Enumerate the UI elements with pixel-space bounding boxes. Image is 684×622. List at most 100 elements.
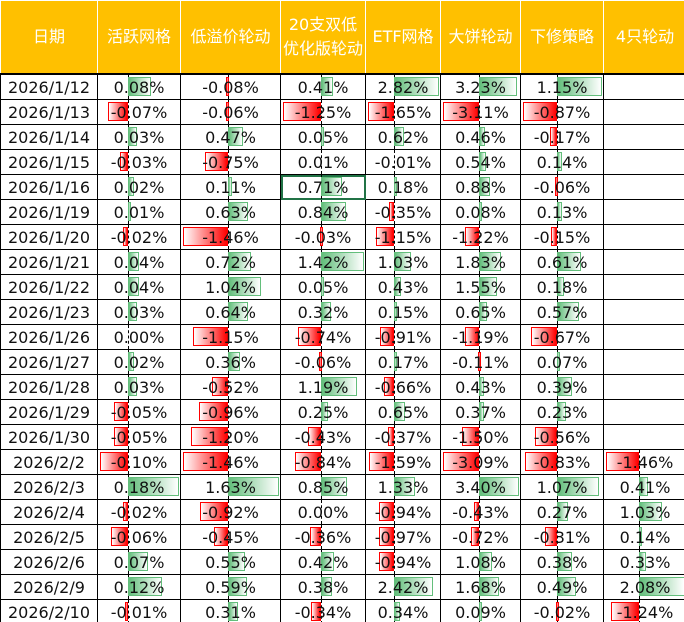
value-cell[interactable]: -0.06% xyxy=(520,174,604,200)
date-cell[interactable]: 2026/1/20 xyxy=(0,224,98,250)
value-cell[interactable]: -1.22% xyxy=(440,224,521,250)
value-cell[interactable]: 1.68% xyxy=(440,574,521,600)
value-cell[interactable]: 0.15% xyxy=(365,299,441,325)
value-cell[interactable]: -1.24% xyxy=(603,599,684,622)
header-etf-grid[interactable]: ETF网格 xyxy=(365,0,441,75)
date-cell[interactable]: 2026/1/28 xyxy=(0,374,98,400)
value-cell[interactable]: 0.85% xyxy=(280,474,366,500)
value-cell[interactable]: -0.36% xyxy=(280,524,366,550)
value-cell[interactable]: 0.11% xyxy=(180,174,281,200)
value-cell[interactable]: 1.15% xyxy=(520,73,604,100)
date-cell[interactable]: 2026/1/13 xyxy=(0,99,98,125)
value-cell[interactable]: -1.46% xyxy=(180,449,281,475)
value-cell[interactable]: -0.52% xyxy=(180,374,281,400)
value-cell[interactable]: 1.07% xyxy=(520,474,604,500)
value-cell[interactable]: -0.06% xyxy=(97,524,181,550)
value-cell[interactable]: -1.15% xyxy=(365,224,441,250)
value-cell[interactable]: -0.31% xyxy=(520,524,604,550)
value-cell[interactable]: 0.54% xyxy=(440,149,521,175)
value-cell[interactable]: 0.14% xyxy=(603,524,684,550)
value-cell[interactable]: -0.87% xyxy=(520,99,604,125)
value-cell[interactable]: 0.18% xyxy=(520,274,604,300)
value-cell[interactable]: -0.08% xyxy=(180,73,281,100)
value-cell[interactable]: 0.38% xyxy=(280,574,366,600)
value-cell[interactable]: 0.46% xyxy=(440,124,521,150)
value-cell[interactable]: -0.02% xyxy=(97,224,181,250)
value-cell[interactable]: -1.50% xyxy=(440,424,521,450)
header-btc-rotation[interactable]: 大饼轮动 xyxy=(440,0,521,75)
value-cell[interactable]: -1.19% xyxy=(440,324,521,350)
date-cell[interactable]: 2026/2/5 xyxy=(0,524,98,550)
value-cell[interactable]: 0.36% xyxy=(180,349,281,375)
value-cell[interactable]: 2.82% xyxy=(365,73,441,100)
value-cell[interactable]: -0.17% xyxy=(520,124,604,150)
value-cell[interactable]: 0.04% xyxy=(97,249,181,275)
value-cell[interactable]: -0.34% xyxy=(280,599,366,622)
header-date[interactable]: 日期 xyxy=(0,0,98,75)
value-cell[interactable]: 0.14% xyxy=(520,149,604,175)
value-cell[interactable] xyxy=(603,249,684,275)
value-cell[interactable]: 3.40% xyxy=(440,474,521,500)
value-cell[interactable]: 0.43% xyxy=(365,274,441,300)
value-cell[interactable]: -1.46% xyxy=(180,224,281,250)
date-cell[interactable]: 2026/1/27 xyxy=(0,349,98,375)
value-cell[interactable] xyxy=(603,124,684,150)
value-cell[interactable]: -0.74% xyxy=(280,324,366,350)
value-cell[interactable]: 0.03% xyxy=(97,374,181,400)
value-cell[interactable]: 2.42% xyxy=(365,574,441,600)
value-cell[interactable]: 1.33% xyxy=(365,474,441,500)
value-cell[interactable]: 0.57% xyxy=(520,299,604,325)
value-cell[interactable]: -0.75% xyxy=(180,149,281,175)
value-cell[interactable]: 0.31% xyxy=(180,599,281,622)
value-cell[interactable]: 0.71% xyxy=(280,174,366,200)
header-revision-strategy[interactable]: 下修策略 xyxy=(520,0,604,75)
value-cell[interactable]: 0.55% xyxy=(180,549,281,575)
value-cell[interactable] xyxy=(603,224,684,250)
value-cell[interactable]: -1.15% xyxy=(180,324,281,350)
value-cell[interactable] xyxy=(603,149,684,175)
value-cell[interactable]: 0.23% xyxy=(520,399,604,425)
value-cell[interactable]: -0.94% xyxy=(365,549,441,575)
value-cell[interactable]: 0.84% xyxy=(280,199,366,225)
value-cell[interactable]: 0.47% xyxy=(180,124,281,150)
value-cell[interactable] xyxy=(603,174,684,200)
value-cell[interactable]: 2.08% xyxy=(603,574,684,600)
value-cell[interactable] xyxy=(603,199,684,225)
value-cell[interactable]: 0.02% xyxy=(97,174,181,200)
value-cell[interactable]: 0.07% xyxy=(520,349,604,375)
value-cell[interactable]: 0.01% xyxy=(97,199,181,225)
value-cell[interactable]: 0.00% xyxy=(280,499,366,525)
value-cell[interactable]: 0.34% xyxy=(365,599,441,622)
value-cell[interactable]: 1.08% xyxy=(440,549,521,575)
value-cell[interactable]: 1.19% xyxy=(280,374,366,400)
value-cell[interactable]: 0.38% xyxy=(520,549,604,575)
value-cell[interactable]: -0.02% xyxy=(520,599,604,622)
value-cell[interactable]: -0.03% xyxy=(97,149,181,175)
date-cell[interactable]: 2026/2/9 xyxy=(0,574,98,600)
value-cell[interactable]: 0.49% xyxy=(520,574,604,600)
value-cell[interactable]: 0.05% xyxy=(280,274,366,300)
value-cell[interactable] xyxy=(603,424,684,450)
value-cell[interactable]: 0.61% xyxy=(520,249,604,275)
value-cell[interactable]: 0.25% xyxy=(280,399,366,425)
value-cell[interactable] xyxy=(603,99,684,125)
value-cell[interactable]: 0.41% xyxy=(603,474,684,500)
value-cell[interactable]: -0.06% xyxy=(180,99,281,125)
value-cell[interactable]: 0.18% xyxy=(97,474,181,500)
value-cell[interactable]: -0.10% xyxy=(97,449,181,475)
value-cell[interactable]: -1.20% xyxy=(180,424,281,450)
value-cell[interactable]: 0.08% xyxy=(97,73,181,100)
date-cell[interactable]: 2026/1/19 xyxy=(0,199,98,225)
date-cell[interactable]: 2026/1/29 xyxy=(0,399,98,425)
value-cell[interactable] xyxy=(603,73,684,100)
value-cell[interactable]: 0.12% xyxy=(97,574,181,600)
value-cell[interactable] xyxy=(603,399,684,425)
value-cell[interactable]: -0.72% xyxy=(440,524,521,550)
value-cell[interactable]: -1.25% xyxy=(280,99,366,125)
value-cell[interactable]: 1.03% xyxy=(603,499,684,525)
value-cell[interactable]: -0.07% xyxy=(97,99,181,125)
header-four-rotation[interactable]: 4只轮动 xyxy=(603,0,684,75)
value-cell[interactable]: -0.94% xyxy=(365,499,441,525)
value-cell[interactable]: -0.35% xyxy=(365,199,441,225)
value-cell[interactable]: -0.91% xyxy=(365,324,441,350)
